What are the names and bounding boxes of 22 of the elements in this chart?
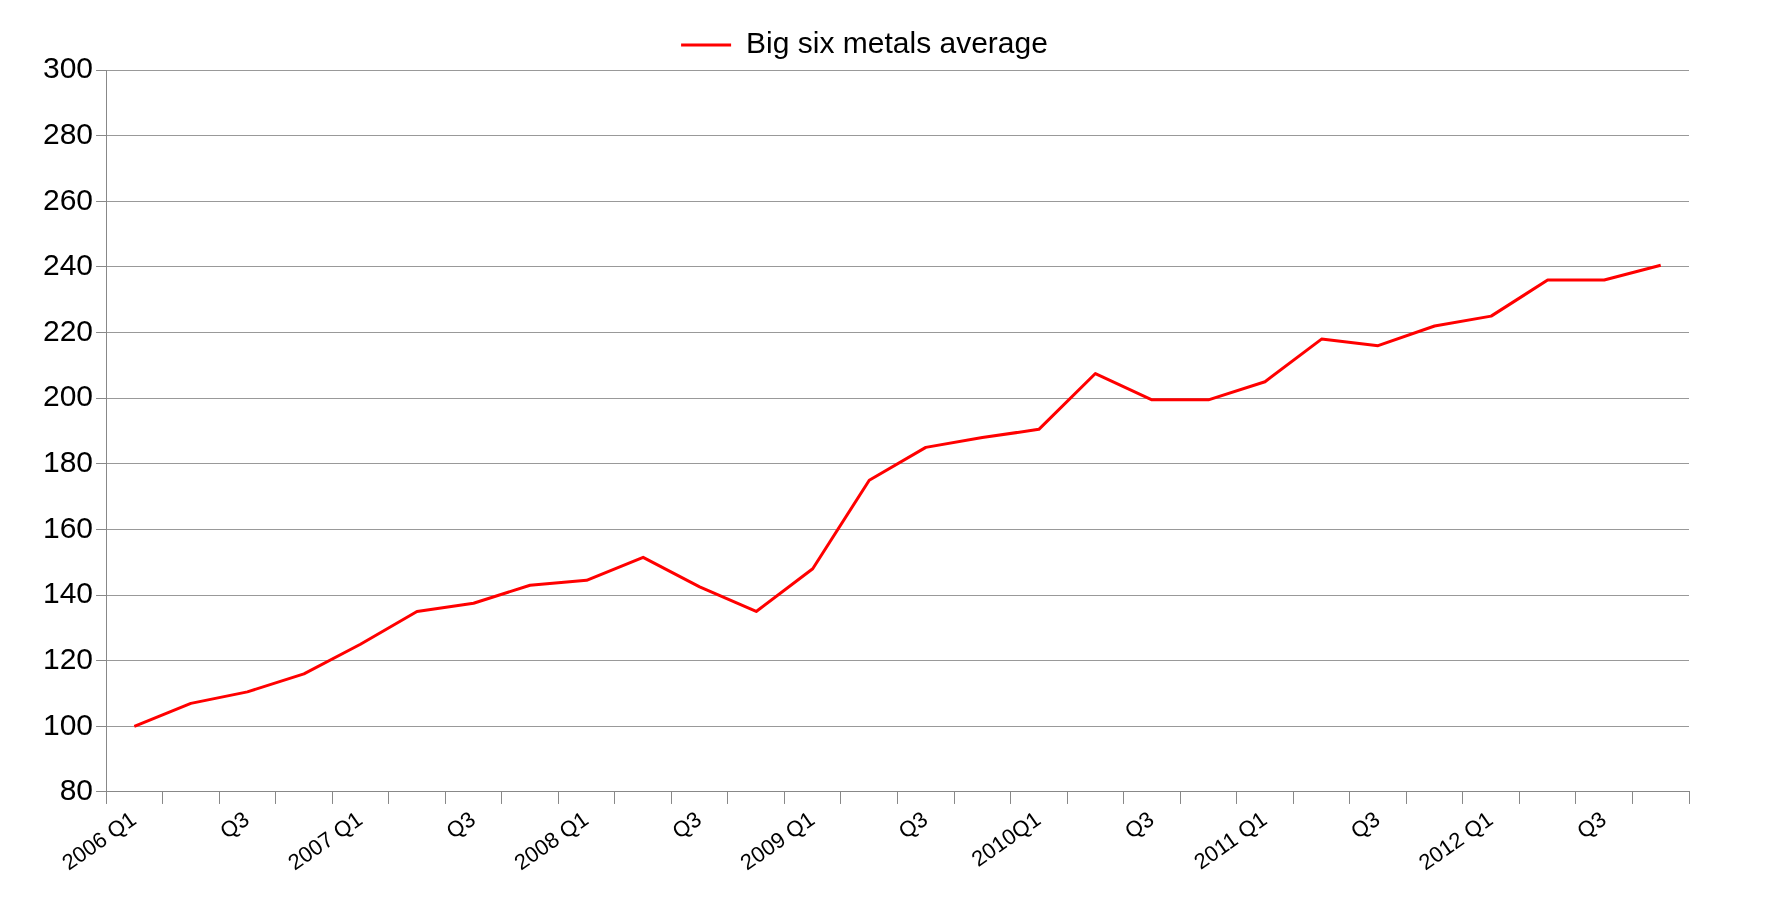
x-tick-label: Q3 <box>893 806 933 844</box>
x-tick-label: 2009 Q1 <box>735 806 820 876</box>
y-tick-label: 80 <box>59 773 94 807</box>
y-tick-label: 140 <box>42 576 94 610</box>
legend-label: Big six metals average <box>746 26 1048 60</box>
y-tick-label: 160 <box>42 510 94 544</box>
y-tick-label: 240 <box>42 248 94 282</box>
y-tick-label: 180 <box>42 445 94 479</box>
x-tick-label: Q3 <box>1119 806 1159 844</box>
y-tick-label: 300 <box>42 51 94 85</box>
x-tick-label: 2011 Q1 <box>1189 806 1272 875</box>
x-tick-label: Q3 <box>441 806 480 844</box>
y-tick-label: 200 <box>42 379 94 413</box>
x-tick-label: Q3 <box>215 806 254 844</box>
y-tick-label: 120 <box>42 641 94 675</box>
y-tick-label: 220 <box>42 313 94 347</box>
x-tick-label: Q3 <box>1346 806 1385 844</box>
y-tick-label: 280 <box>42 116 94 150</box>
x-tick-label: Q3 <box>667 806 706 844</box>
y-tick-label: 260 <box>42 182 94 216</box>
y-tick-label: 100 <box>42 707 94 741</box>
x-tick-label: Q3 <box>1572 806 1611 844</box>
